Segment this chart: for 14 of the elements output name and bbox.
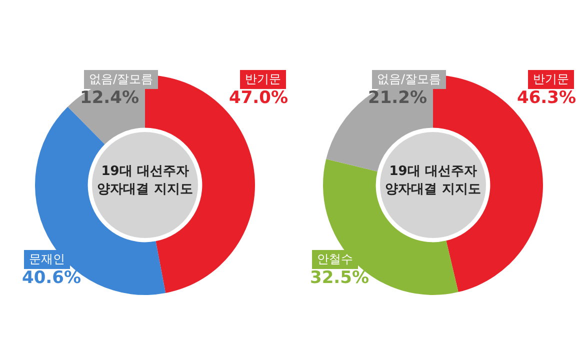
slice-label: 안철수 xyxy=(312,250,358,269)
data-label: 12.4% xyxy=(80,88,139,108)
data-label: 47.0% xyxy=(229,88,288,108)
data-label: 40.6% xyxy=(22,268,81,288)
slice-label: 반기문 xyxy=(240,70,286,89)
text: 19대 대선주자 양자대결 지지도 xyxy=(384,163,482,199)
text: 19대 대선주자 양자대결 지지도 xyxy=(96,163,194,199)
slice-label: 없음/잘모름 xyxy=(84,70,158,89)
data-label: 46.3% xyxy=(517,88,576,108)
data-label: 21.2% xyxy=(368,88,427,108)
data-label: 32.5% xyxy=(310,268,369,288)
slice-label: 없음/잘모름 xyxy=(372,70,446,89)
slice-label: 반기문 xyxy=(528,70,574,89)
slice-label: 문재인 xyxy=(24,250,70,269)
